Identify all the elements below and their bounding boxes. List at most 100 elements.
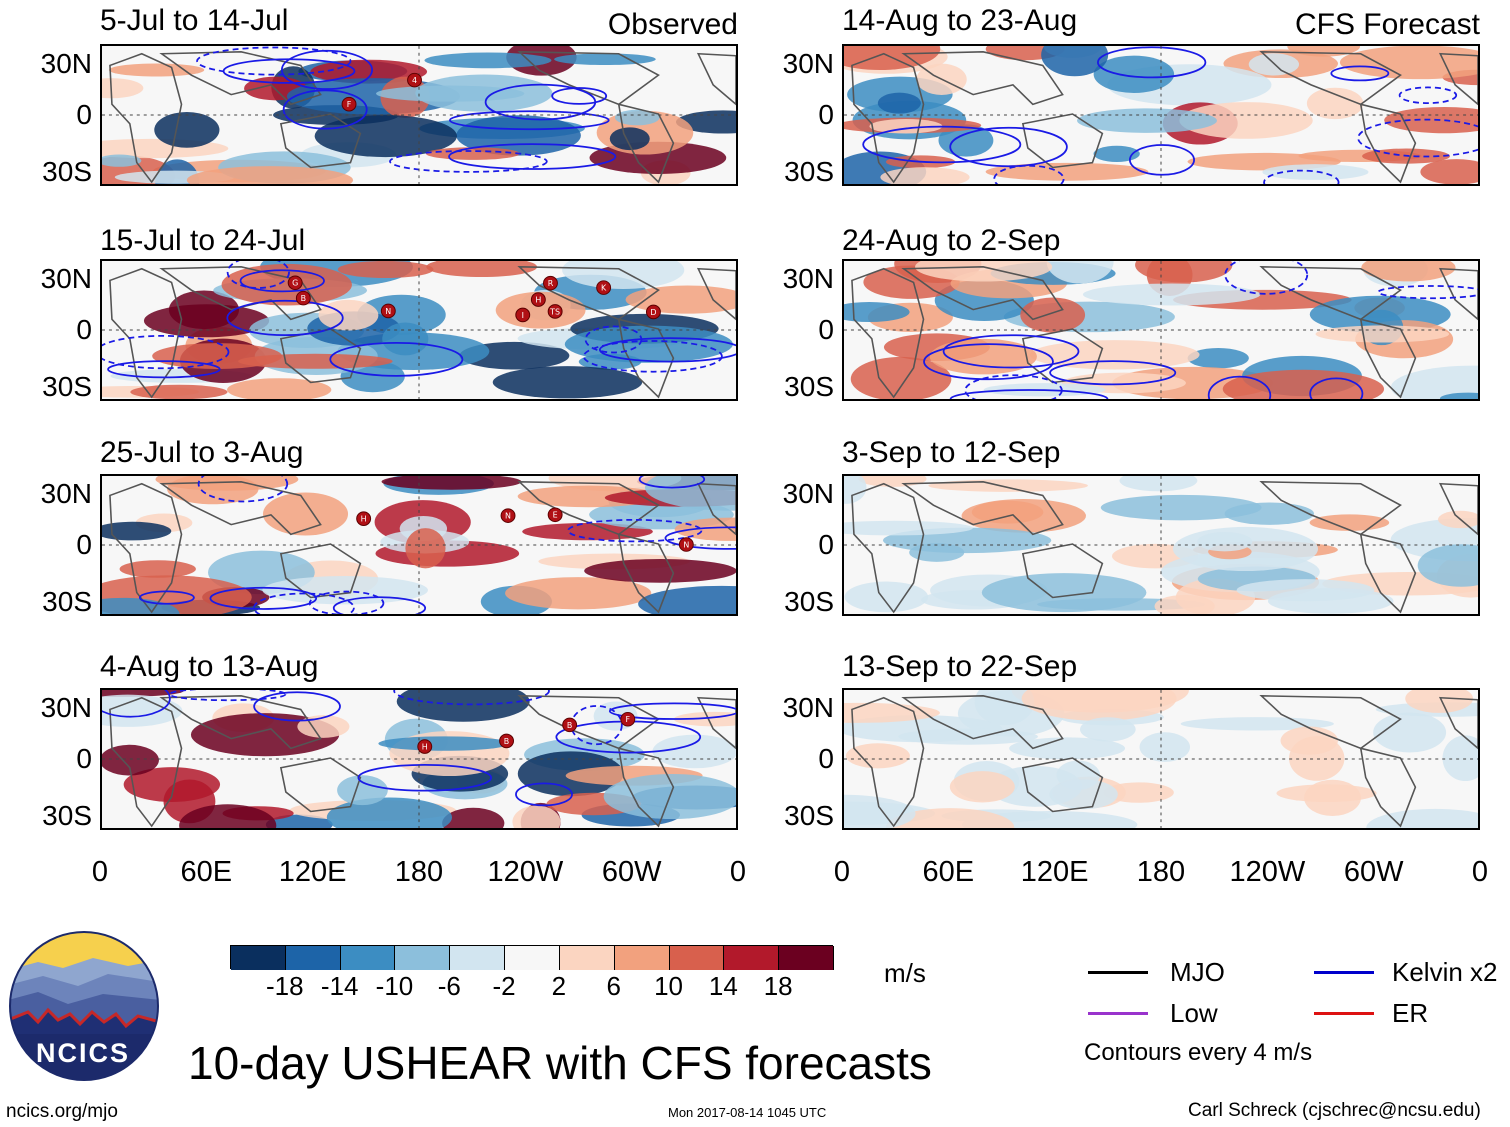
- lat-label: 0: [818, 314, 834, 345]
- shear-anomaly-negative: [609, 127, 650, 151]
- kelvin-contour: [239, 269, 325, 293]
- shear-anomaly-positive: [381, 476, 522, 490]
- shear-anomaly-negative: [638, 585, 736, 614]
- observed-header: Observed: [607, 8, 738, 41]
- shear-anomaly-negative: [1366, 808, 1478, 828]
- shear-anomaly-positive: [119, 560, 196, 578]
- forecast-map: [842, 44, 1480, 186]
- coastline: [1359, 318, 1417, 399]
- storm-marker: B: [295, 290, 311, 306]
- shear-anomaly-positive: [1276, 784, 1377, 803]
- panel-title: 13-Sep to 22-Sep: [842, 650, 1078, 683]
- lat-label: 0: [76, 99, 92, 130]
- legend-line-er: [1314, 1012, 1374, 1015]
- colorbar-swatch: [779, 946, 834, 970]
- coastline: [901, 695, 1064, 750]
- storm-marker-symbol: [678, 537, 694, 552]
- storm-marker-symbol: [500, 508, 516, 523]
- shear-anomaly-positive: [143, 304, 270, 338]
- lon-label: 0: [729, 856, 747, 888]
- coastline: [617, 103, 675, 184]
- footer-credit: Carl Schreck (cjschrec@ncsu.edu): [1188, 1100, 1481, 1121]
- shear-anomaly-negative: [376, 85, 525, 102]
- colorbar-swatch: [614, 946, 670, 970]
- coastline: [159, 695, 322, 750]
- lat-label: 30S: [784, 800, 834, 831]
- shear-anomaly-positive: [885, 808, 1015, 828]
- footer-timestamp: Mon 2017-08-14 1045 UTC: [668, 1105, 827, 1120]
- lon-label: 60E: [922, 856, 975, 888]
- coastline: [109, 267, 183, 399]
- storm-marker-symbol: [417, 739, 433, 754]
- storm-marker-letter: E: [553, 511, 558, 520]
- shear-anomaly-positive: [915, 261, 1053, 282]
- shear-anomaly-negative: [1262, 164, 1369, 180]
- shear-anomaly-negative: [102, 694, 183, 727]
- coastline: [1359, 533, 1417, 614]
- kelvin-contour: [1357, 118, 1478, 158]
- shear-anomaly-positive: [1361, 261, 1456, 282]
- coastline: [1021, 543, 1104, 599]
- panel-title: 3-Sep to 12-Sep: [842, 436, 1061, 469]
- kelvin-contour: [329, 341, 464, 377]
- legend-line-mjo: [1088, 971, 1148, 974]
- kelvin-contour: [638, 476, 706, 489]
- kelvin-contour: [168, 690, 287, 702]
- kelvin-contour: [449, 110, 610, 131]
- shear-anomaly-negative: [1187, 347, 1249, 369]
- shear-anomaly-negative: [154, 111, 220, 148]
- coastline: [1438, 267, 1478, 321]
- kelvin-contour: [1207, 375, 1272, 399]
- panel-title: 25-Jul to 3-Aug: [100, 436, 304, 469]
- lat-label: 30S: [784, 156, 834, 187]
- panel-title: 5-Jul to 14-Jul: [100, 4, 289, 37]
- colorbar-swatch: [505, 946, 560, 970]
- shear-anomaly-positive: [1309, 514, 1390, 531]
- coastline: [279, 543, 362, 599]
- map-plot: [844, 46, 1478, 184]
- colorbar: [230, 945, 834, 970]
- kelvin-contour: [664, 526, 736, 550]
- coastline: [1438, 696, 1478, 750]
- storm-marker-symbol: [596, 280, 612, 295]
- shear-anomaly-positive: [221, 263, 352, 306]
- lon-label: 120W: [487, 856, 564, 888]
- shear-anomaly-negative: [1080, 717, 1136, 742]
- shear-anomaly-positive: [505, 577, 652, 610]
- lat-label: 30N: [782, 692, 834, 723]
- colorbar-tick-label: 14: [708, 971, 738, 1001]
- logo-text: NCICS: [36, 1038, 131, 1068]
- storm-marker-letter: H: [535, 296, 541, 305]
- storm-marker-letter: N: [683, 541, 689, 550]
- coastline: [851, 696, 925, 828]
- shear-anomaly-positive: [426, 261, 538, 278]
- shear-anomaly-positive: [949, 771, 1015, 803]
- lon-label: 0: [1471, 856, 1489, 888]
- lon-label: 120E: [278, 856, 347, 888]
- shear-anomaly-negative: [1236, 579, 1375, 602]
- colorbar-swatch: [340, 946, 396, 970]
- footer-url[interactable]: ncics.org/mjo: [6, 1101, 118, 1122]
- colorbar-tick-label: 2: [551, 971, 567, 1001]
- shear-anomaly-positive: [880, 167, 970, 184]
- kelvin-contour: [393, 690, 550, 706]
- storm-marker-symbol: [515, 307, 531, 323]
- kelvin-contour: [949, 389, 1109, 399]
- shear-anomaly-positive: [674, 517, 736, 541]
- coastline: [109, 52, 183, 184]
- shear-anomaly-positive: [1420, 159, 1478, 184]
- lon-label: 180: [1136, 856, 1186, 888]
- storm-marker-letter: B: [301, 294, 306, 303]
- shear-anomaly-negative: [844, 302, 910, 323]
- shear-anomaly-negative: [1197, 531, 1253, 552]
- legend-line-low: [1088, 1012, 1148, 1015]
- legend-label: MJO: [1170, 957, 1225, 987]
- shear-anomaly-negative: [1439, 392, 1478, 399]
- storm-marker: N: [500, 508, 516, 523]
- figure-title: 10-day USHEAR with CFS forecasts: [188, 1037, 932, 1089]
- colorbar-tick-label: -18: [266, 971, 304, 1001]
- storm-marker: R: [543, 275, 558, 291]
- coastline: [159, 51, 322, 106]
- shear-anomaly-positive: [1280, 726, 1338, 755]
